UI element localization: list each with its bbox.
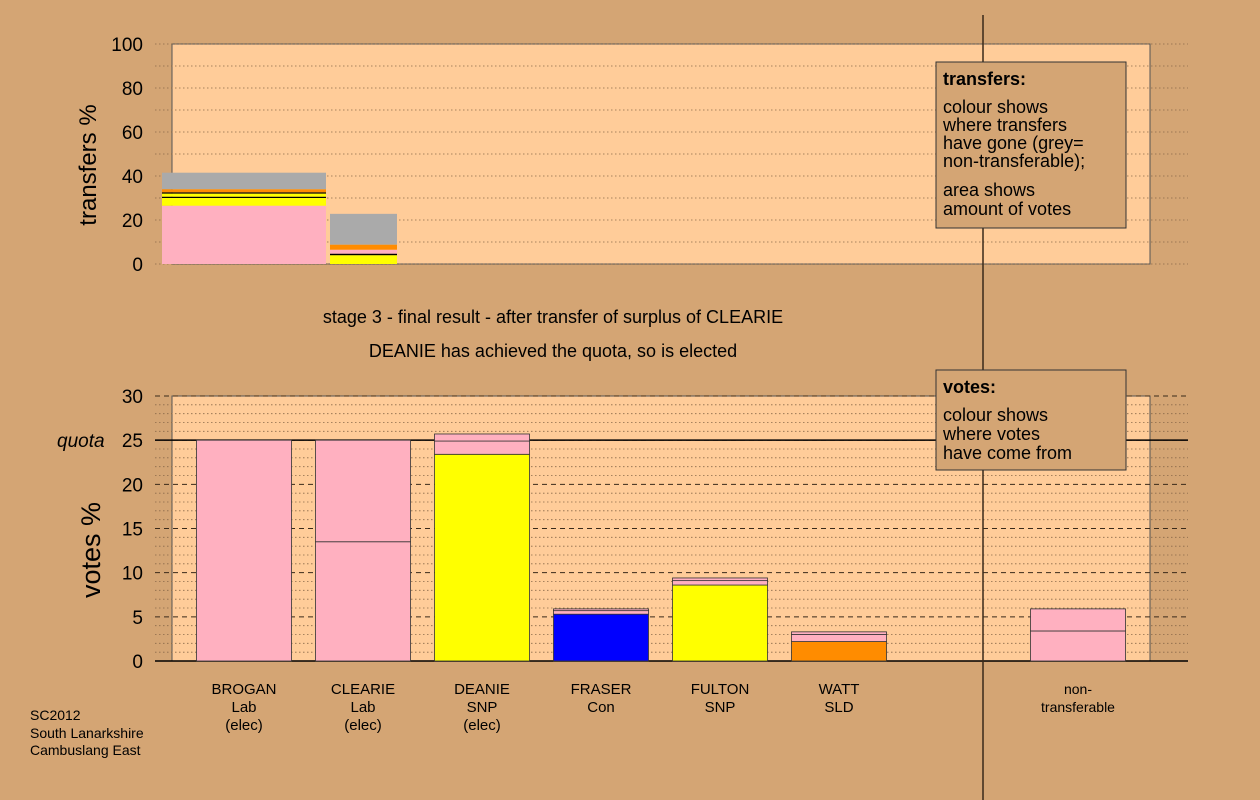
transfer-segment xyxy=(330,249,397,254)
candidate-label: Lab xyxy=(350,699,375,716)
footer-election: SC2012 xyxy=(30,707,81,723)
quota-label: quota xyxy=(57,431,105,452)
transfer-segment xyxy=(162,189,326,193)
votes-legend-line: colour shows xyxy=(943,405,1048,425)
vote-segment xyxy=(434,453,530,662)
transfers-legend: transfers: colour shows where transfers … xyxy=(935,61,1127,229)
transfers-legend-line: area shows xyxy=(943,180,1035,200)
transfer-segment xyxy=(330,244,397,250)
transfers-legend-line: non-transferable); xyxy=(943,151,1085,171)
transfers-y-axis: 0 20 40 60 80 100 xyxy=(111,35,143,276)
candidate-label: transferable xyxy=(1041,699,1115,715)
vote-segment xyxy=(434,440,530,455)
transfers-legend-line: where transfers xyxy=(942,115,1067,135)
vote-segment xyxy=(196,439,292,662)
vote-segment xyxy=(791,641,887,662)
votes-tick-label: 20 xyxy=(122,475,143,496)
votes-bars xyxy=(196,433,1126,662)
transfers-bars xyxy=(162,172,397,264)
vote-segment xyxy=(672,580,768,586)
vote-segment xyxy=(1030,630,1126,662)
transfers-tick-label: 100 xyxy=(111,35,143,56)
footer-council: South Lanarkshire xyxy=(30,725,144,741)
candidate-label: (elec) xyxy=(463,717,501,734)
votes-y-axis-title: votes % xyxy=(76,502,106,598)
candidate-label: FULTON xyxy=(691,681,750,698)
votes-legend: votes: colour shows where votes have com… xyxy=(935,369,1127,471)
transfers-tick-label: 20 xyxy=(122,211,143,232)
transfer-segment xyxy=(330,213,397,245)
candidate-labels: BROGANLab(elec)CLEARIELab(elec)DEANIESNP… xyxy=(211,681,1115,734)
vote-segment xyxy=(553,608,649,612)
vote-segment xyxy=(672,584,768,662)
transfer-segment xyxy=(162,196,326,198)
transfers-legend-line: colour shows xyxy=(943,97,1048,117)
candidate-label: DEANIE xyxy=(454,681,510,698)
candidate-label: (elec) xyxy=(225,717,263,734)
vote-segment xyxy=(434,433,530,442)
candidate-label: Lab xyxy=(231,699,256,716)
transfers-legend-line: have gone (grey= xyxy=(943,133,1084,153)
transfer-segment xyxy=(162,193,326,197)
votes-legend-line: where votes xyxy=(942,424,1040,444)
vote-segment xyxy=(672,577,768,582)
candidate-label: Con xyxy=(587,699,615,716)
vote-segment xyxy=(1030,608,1126,632)
transfers-legend-line: amount of votes xyxy=(943,199,1071,219)
votes-tick-label: 25 xyxy=(122,431,143,452)
votes-tick-label: 0 xyxy=(132,652,143,673)
candidate-label: (elec) xyxy=(344,717,382,734)
transfers-tick-label: 0 xyxy=(132,255,143,276)
transfers-y-axis-title: transfers % xyxy=(75,104,102,225)
transfer-segment xyxy=(162,198,326,206)
vote-segment xyxy=(791,631,887,635)
transfers-legend-title: transfers: xyxy=(943,69,1026,89)
candidate-label: WATT xyxy=(819,681,860,698)
elected-headline: DEANIE has achieved the quota, so is ele… xyxy=(369,341,737,361)
stage-headline: stage 3 - final result - after transfer … xyxy=(323,307,783,327)
votes-legend-title: votes: xyxy=(943,377,996,397)
vote-segment xyxy=(791,634,887,642)
votes-legend-line: have come from xyxy=(943,443,1072,463)
transfer-segment xyxy=(162,205,326,264)
votes-y-axis: 0 5 10 15 20 25 30 xyxy=(122,387,143,673)
candidate-label: SNP xyxy=(705,699,736,716)
footer-ward: Cambuslang East xyxy=(30,742,141,758)
transfer-segment xyxy=(330,255,397,264)
vote-segment xyxy=(553,613,649,662)
candidate-label: SLD xyxy=(824,699,853,716)
candidate-label: FRASER xyxy=(571,681,632,698)
candidate-label: non- xyxy=(1064,681,1092,697)
transfer-segment xyxy=(162,172,326,190)
candidate-label: SNP xyxy=(467,699,498,716)
votes-tick-label: 5 xyxy=(132,608,143,629)
transfer-segment xyxy=(162,192,326,194)
votes-tick-label: 30 xyxy=(122,387,143,408)
vote-segment xyxy=(315,439,411,543)
transfers-tick-label: 60 xyxy=(122,123,143,144)
candidate-label: BROGAN xyxy=(211,681,276,698)
vote-segment xyxy=(553,610,649,615)
transfer-segment xyxy=(330,253,397,256)
candidate-label: CLEARIE xyxy=(331,681,395,698)
transfers-tick-label: 80 xyxy=(122,79,143,100)
transfers-tick-label: 40 xyxy=(122,167,143,188)
vote-segment xyxy=(315,541,411,662)
votes-tick-label: 15 xyxy=(122,520,143,541)
votes-tick-label: 10 xyxy=(122,564,143,585)
